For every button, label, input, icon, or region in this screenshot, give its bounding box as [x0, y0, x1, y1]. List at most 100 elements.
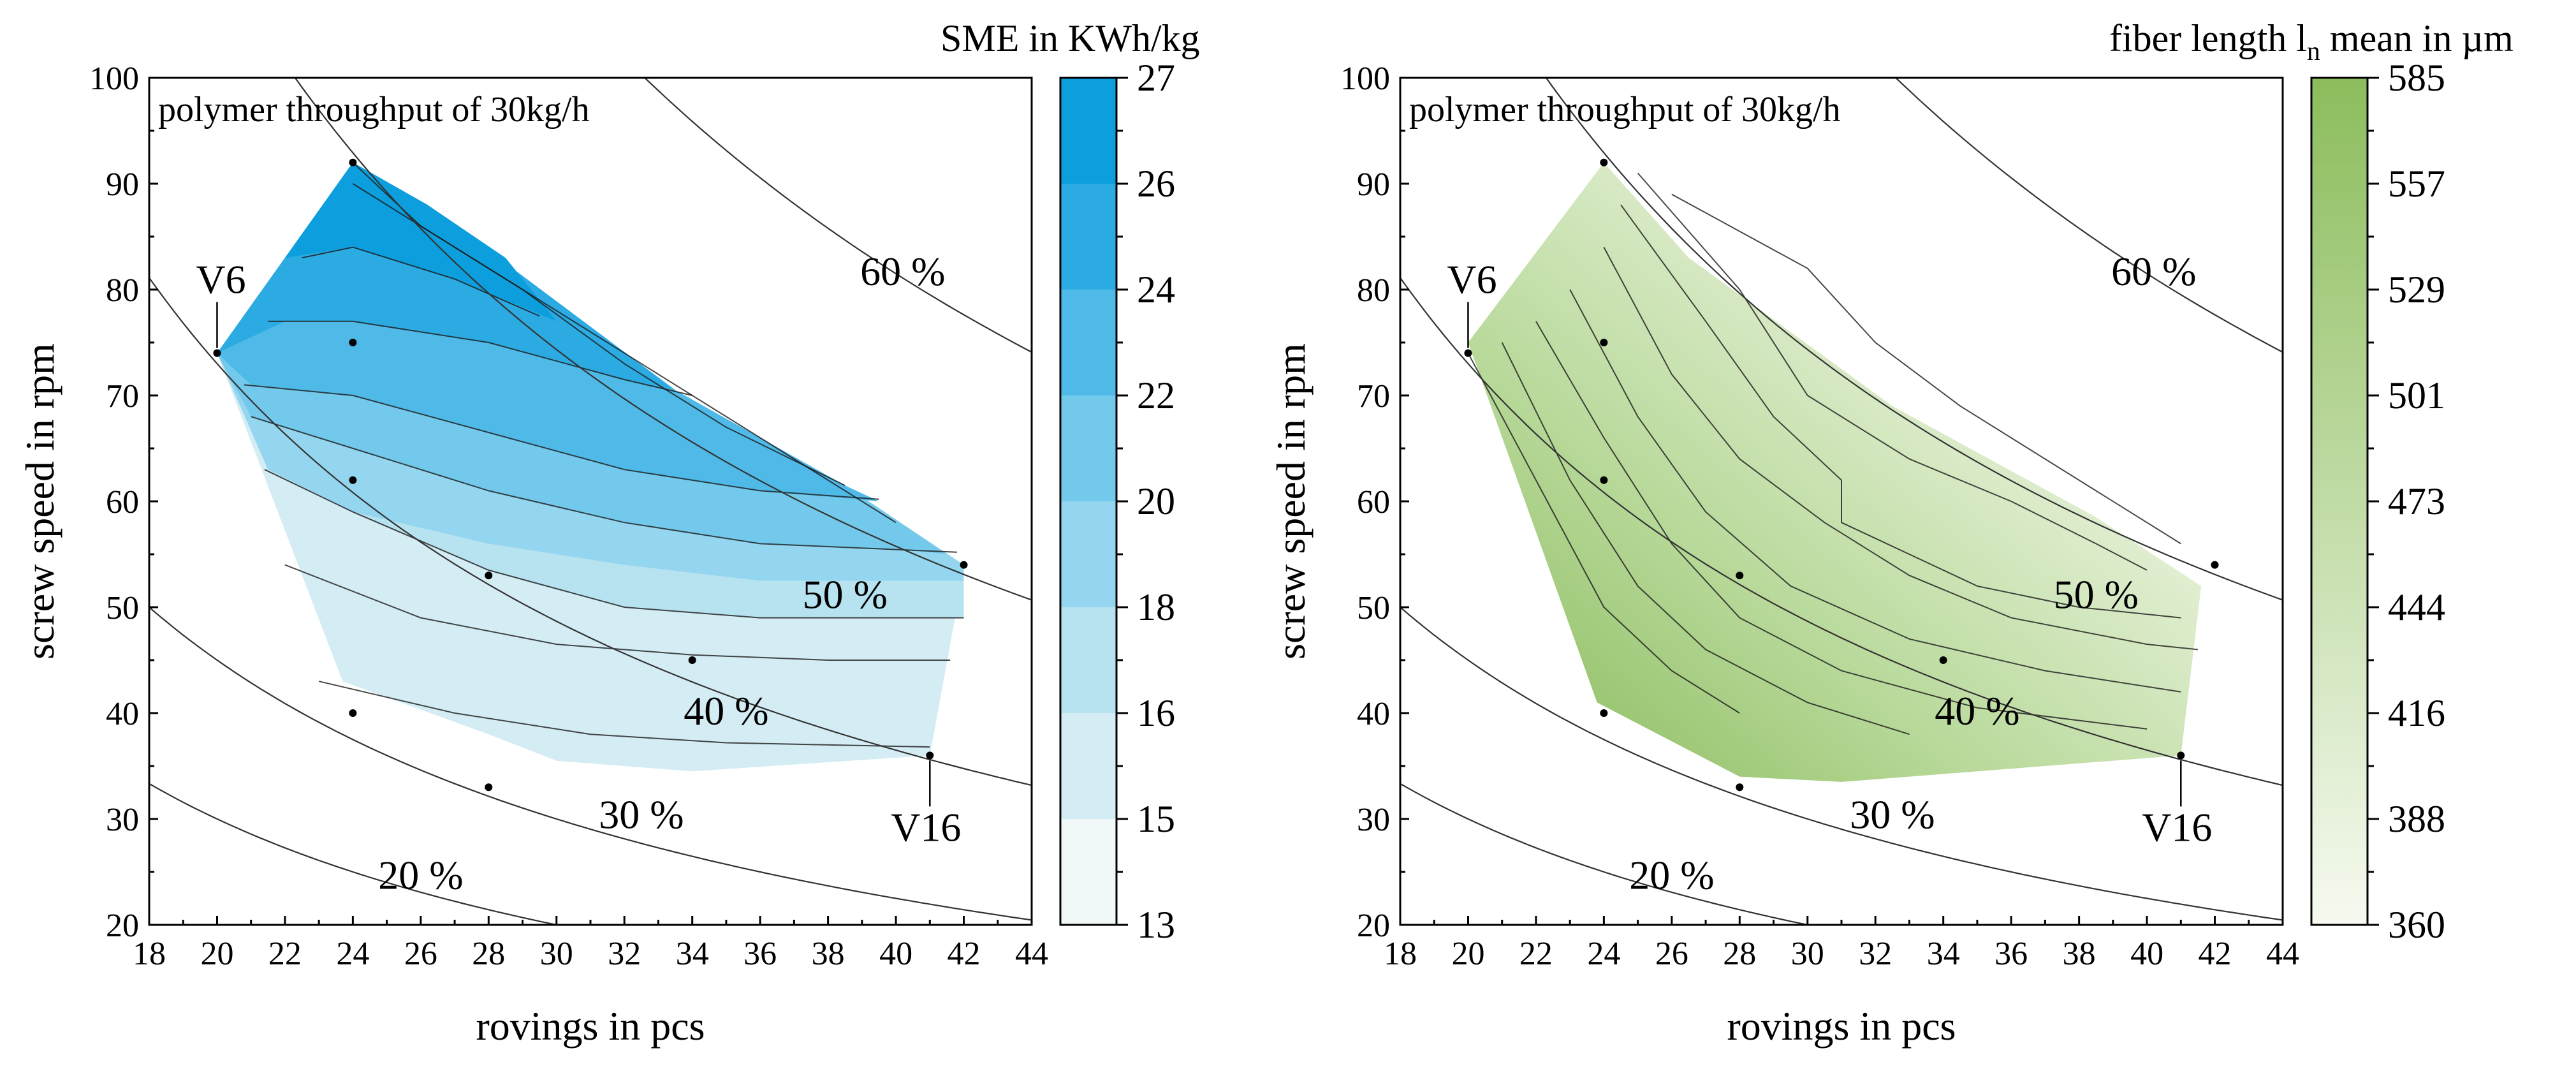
contour-line — [1620, 204, 2181, 619]
x-axis-title: rovings in pcs — [476, 1003, 705, 1049]
y-tick-label: 60 — [1357, 484, 1390, 520]
data-point — [485, 571, 493, 580]
point-label: V6 — [1447, 257, 1497, 302]
x-tick-label: 40 — [2130, 936, 2163, 972]
colorbar-title-subscript: n — [2307, 37, 2320, 66]
data-point — [1736, 571, 1744, 580]
data-point — [349, 476, 357, 484]
iso-label: 60 % — [2111, 249, 2196, 294]
data-point — [926, 751, 934, 760]
y-axis-title: screw speed in rpm — [17, 343, 62, 660]
x-tick-label: 26 — [404, 936, 437, 972]
colorbar-title-text: SME in KWh/kg — [940, 17, 1200, 59]
y-axis-title: screw speed in rpm — [1268, 343, 1314, 660]
x-tick-label: 28 — [472, 936, 505, 972]
colorbar-title: fiber length ln mean in µm — [2109, 17, 2514, 66]
iso-curve — [1400, 607, 2283, 921]
colorbar-title-text: fiber length l — [2109, 17, 2307, 59]
y-tick-label: 90 — [106, 166, 139, 203]
colorbar-tick-label: 444 — [2388, 586, 2445, 628]
x-tick-label: 26 — [1655, 936, 1688, 972]
x-tick-label: 18 — [133, 936, 166, 972]
contour-line — [1501, 342, 1910, 735]
data-point — [1736, 783, 1744, 792]
x-tick-label: 40 — [879, 936, 912, 972]
y-tick-label: 30 — [106, 802, 139, 838]
colorbar-tick-label: 416 — [2388, 692, 2445, 734]
contour-line — [302, 246, 540, 317]
colorbar-title-suffix: mean in µm — [2320, 17, 2514, 59]
y-tick-label: 50 — [106, 590, 139, 626]
x-tick-label: 42 — [2199, 936, 2232, 972]
x-tick-label: 20 — [200, 936, 233, 972]
data-point — [688, 656, 696, 664]
x-axis-title: rovings in pcs — [1727, 1003, 1956, 1049]
x-tick-label: 44 — [2266, 936, 2299, 972]
data-point — [349, 709, 357, 717]
x-tick-label: 30 — [540, 936, 573, 972]
throughput-annotation: polymer throughput of 30kg/h — [158, 90, 590, 129]
colorbar-tick-label: 473 — [2388, 480, 2445, 522]
y-tick-label: 60 — [106, 484, 139, 520]
contour-band — [284, 162, 557, 321]
iso-label: 20 % — [1629, 852, 1714, 897]
fiber-length-contour-panel: 20 % 30 % 40 % 50 % 60 % V6 V16 polymer through… — [1268, 17, 2514, 1049]
iso-label: 40 % — [1935, 688, 2019, 734]
data-point — [1939, 656, 1947, 664]
iso-curves — [1400, 78, 2283, 925]
y-tick-label: 30 — [1357, 802, 1390, 838]
y-tick-label: 70 — [1357, 378, 1390, 415]
x-tick-label: 38 — [812, 936, 845, 972]
data-point — [1600, 709, 1608, 717]
x-tick-label: 20 — [1451, 936, 1484, 972]
data-point — [960, 561, 968, 569]
iso-label: 30 % — [599, 792, 684, 837]
iso-curve — [1545, 78, 2283, 601]
contour-line — [264, 469, 964, 619]
colorbar-tick-label: 27 — [1137, 57, 1175, 99]
colorbar-tick-label: 26 — [1137, 163, 1175, 205]
colorbar-tick-label: 360 — [2388, 904, 2445, 946]
data-point — [1464, 349, 1472, 357]
x-tick-label: 18 — [1384, 936, 1417, 972]
y-tick-label: 70 — [106, 378, 139, 415]
y-tick-label: 40 — [1357, 696, 1390, 732]
sme-contour-panel: 20 % 30 % 40 % 50 % 60 % V6 V16 polymer through… — [17, 17, 1200, 1049]
y-tick-label: 90 — [1357, 166, 1390, 203]
contour-line — [352, 183, 896, 524]
colorbar-segment — [1060, 713, 1116, 819]
iso-label: 60 % — [860, 249, 945, 294]
iso-curve — [149, 783, 560, 925]
data-point — [2211, 561, 2219, 569]
colorbar-tick-label: 24 — [1137, 269, 1175, 311]
data-point — [485, 783, 493, 792]
iso-label: 50 % — [2054, 571, 2139, 617]
y-tick-label: 40 — [106, 696, 139, 732]
y-tick-label: 80 — [1357, 272, 1390, 309]
x-tick-label: 34 — [1927, 936, 1960, 972]
colorbar-tick-label: 22 — [1137, 374, 1175, 417]
x-tick-label: 24 — [336, 936, 369, 972]
contour-line — [1671, 193, 2181, 545]
contour-line — [284, 564, 951, 661]
y-tick-label: 50 — [1357, 590, 1390, 626]
contour-field — [217, 162, 964, 772]
colorbar-segment — [1060, 395, 1116, 501]
x-tick-label: 22 — [1519, 936, 1553, 972]
colorbar-segment — [1060, 607, 1116, 713]
colorbar-tick-label: 585 — [2388, 57, 2445, 99]
iso-curve — [294, 78, 1032, 601]
colorbar-tick-label: 16 — [1137, 692, 1175, 734]
colorbar-tick-label: 18 — [1137, 586, 1175, 628]
contour-line — [251, 416, 957, 553]
colorbar-tick-label: 501 — [2388, 374, 2445, 417]
iso-label: 30 % — [1850, 792, 1935, 837]
x-tick-label: 28 — [1723, 936, 1756, 972]
throughput-annotation: polymer throughput of 30kg/h — [1409, 90, 1841, 129]
point-label: V16 — [2142, 804, 2212, 850]
y-tick-label: 80 — [106, 272, 139, 309]
y-tick-label: 20 — [106, 908, 139, 944]
x-tick-label: 32 — [1859, 936, 1892, 972]
colorbar-title: SME in KWh/kg — [940, 17, 1200, 59]
x-tick-label: 38 — [2063, 936, 2096, 972]
